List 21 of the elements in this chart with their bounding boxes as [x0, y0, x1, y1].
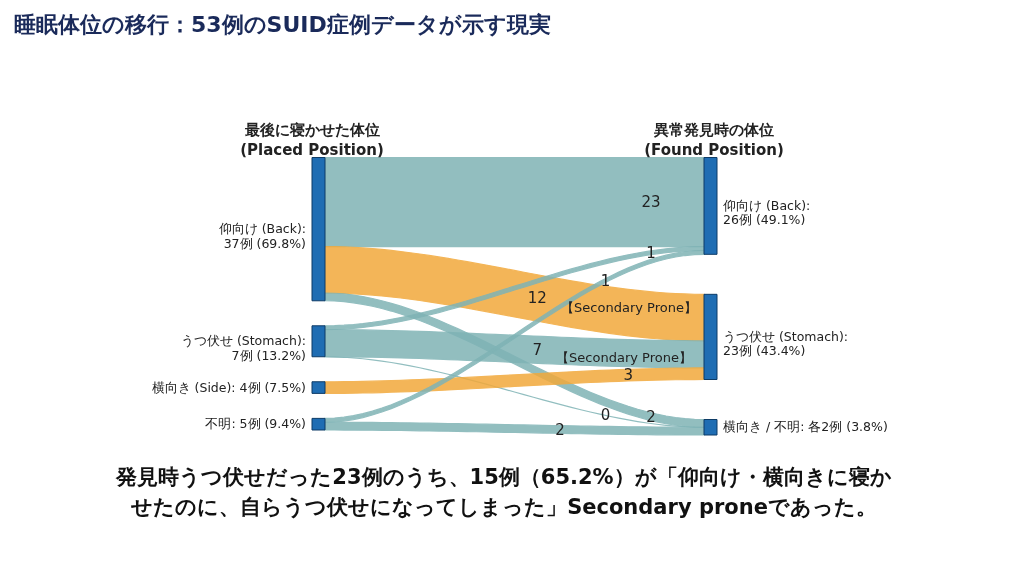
text: 【Secondary Prone】 — [556, 349, 692, 365]
series-label: 不明: 5例 (9.4%) — [205, 416, 306, 432]
data-label: 7 — [532, 340, 543, 359]
text: 【Secondary Prone】 — [561, 299, 697, 315]
series-label: 横向き (Side): 4例 (7.5%) — [151, 379, 306, 395]
data-label: 2 — [555, 420, 565, 439]
data-label: 12 — [527, 288, 547, 307]
category-label: 横向き / 不明: 各2例 (3.8%) — [723, 419, 888, 435]
text: せたのに、自らうつ伏せになってしまった」Secondary proneであった。 — [130, 494, 877, 519]
data-label: 2 — [646, 407, 656, 426]
series-label: 仰向け (Back): 37例 (69.8%) — [218, 221, 306, 251]
data-label: 23 — [641, 193, 661, 212]
data-label: 0 — [600, 406, 611, 425]
text: 最後に寝かせた体位 (Placed Position) — [240, 121, 384, 160]
category-label: うつ伏せ (Stomach): 23例 (43.4%) — [723, 328, 849, 359]
data-label: 3 — [623, 366, 633, 385]
text: 異常発見時の体位 (Found Position) — [644, 121, 784, 160]
text: 睡眠体位の移行：53例のSUID症例データが示す現実 — [14, 12, 551, 37]
text: 発見時うつ伏せだった23例のうち、15例（65.2%）が「仰向け・横向きに寝か — [115, 464, 892, 489]
series-label: うつ伏せ (Stomach): 7例 (13.2%) — [180, 333, 306, 363]
category-label: 仰向け (Back): 26例 (49.1%) — [723, 197, 811, 228]
